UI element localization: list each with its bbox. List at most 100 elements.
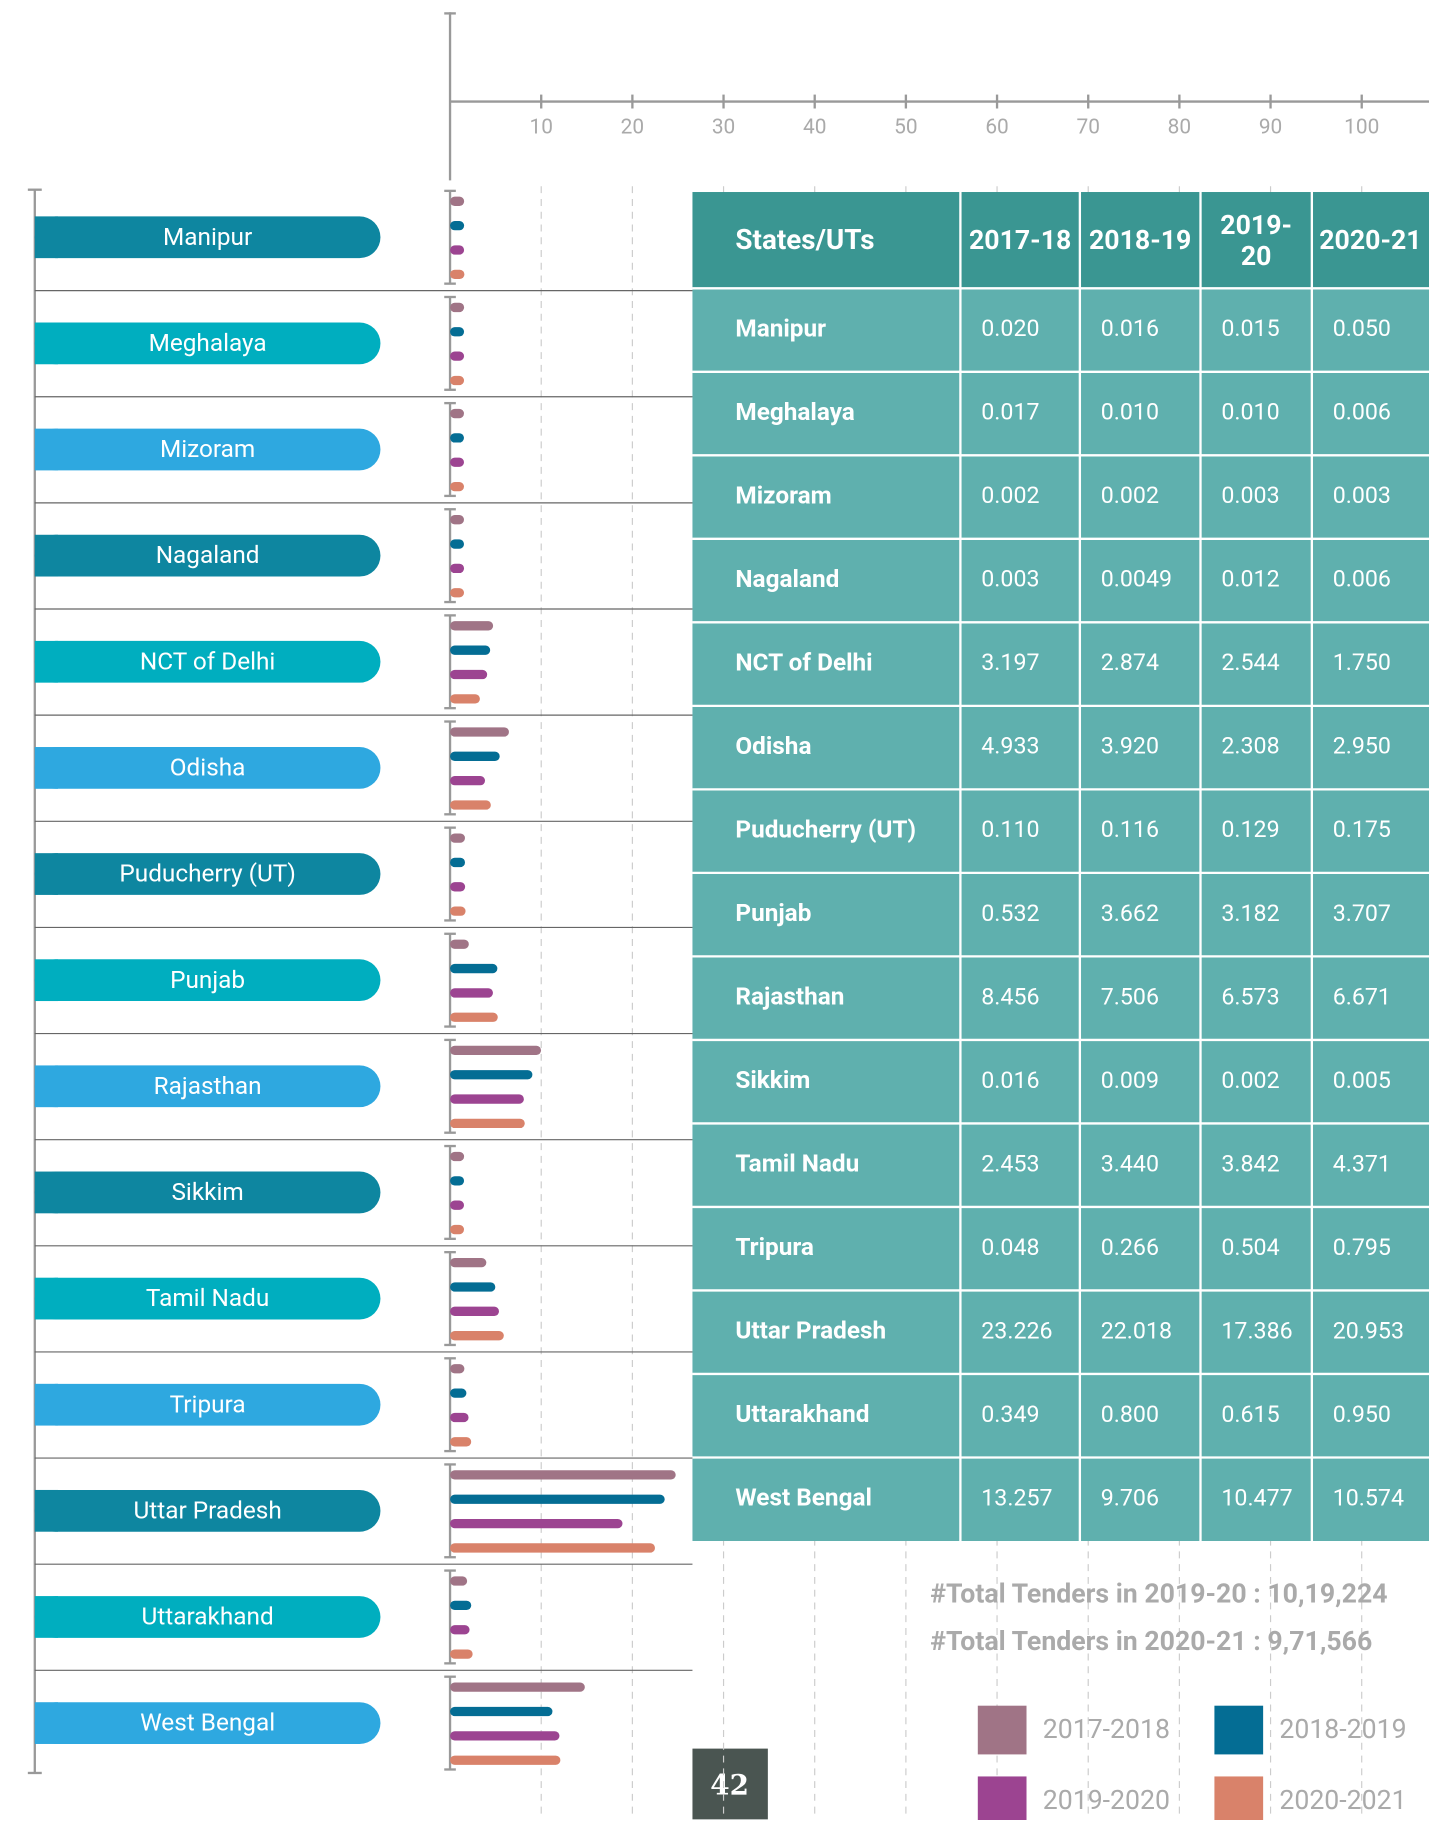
category-pill: [34, 853, 381, 895]
page-number: 42: [710, 1768, 749, 1801]
table-cell: 9.706: [1101, 1483, 1159, 1511]
category-pill-square: [34, 322, 58, 365]
category-label: Punjab: [170, 965, 245, 994]
table-cell: 0.266: [1101, 1233, 1159, 1261]
table-header-cell: 2017-18: [968, 224, 1072, 256]
category-pill: [34, 428, 381, 471]
table-cell: 4.371: [1333, 1149, 1391, 1177]
table-cell: 3.662: [1101, 899, 1159, 927]
legend-swatch: [1214, 1705, 1264, 1755]
table-cell: 0.006: [1333, 565, 1391, 593]
table-row-label: Mizoram: [735, 481, 831, 510]
table-cell: 3.182: [1221, 899, 1279, 927]
category-label: Sikkim: [171, 1177, 243, 1206]
category-pill-square: [34, 1702, 58, 1744]
table-cell: 13.257: [981, 1483, 1052, 1511]
table-cell: 0.002: [981, 481, 1039, 509]
table-row-label: Meghalaya: [735, 397, 854, 426]
x-tick-label: 10: [529, 116, 552, 140]
table-cell: 0.048: [981, 1233, 1039, 1261]
table-row-label: Rajasthan: [735, 982, 844, 1011]
table-cell: 0.002: [1101, 481, 1159, 509]
table-cell: 0.017: [981, 398, 1039, 426]
table-cell: 3.842: [1221, 1149, 1279, 1177]
table-body-bg: [692, 288, 1429, 1541]
table-cell: 0.005: [1333, 1066, 1391, 1094]
table-row-label: Tamil Nadu: [735, 1149, 859, 1178]
table-cell: 0.504: [1221, 1233, 1279, 1261]
page-number-box: [692, 1748, 768, 1820]
table-cell: 0.003: [981, 565, 1039, 593]
legend-label: 2017-2018: [1043, 1713, 1170, 1745]
legend-swatch: [977, 1705, 1027, 1755]
table-cell: 0.003: [1333, 481, 1391, 509]
category-label: Mizoram: [160, 434, 255, 463]
table-cell: 0.349: [981, 1400, 1039, 1428]
note: #Total Tenders in 2020-21 : 9,71,566: [930, 1625, 1372, 1657]
table-row-label: Nagaland: [735, 564, 839, 593]
category-pill: [34, 1383, 381, 1426]
category-pill: [34, 534, 381, 577]
table-cell: 0.003: [1221, 481, 1279, 509]
category-pill-square: [34, 1065, 58, 1108]
x-tick-label: 60: [985, 116, 1008, 140]
x-tick-label: 90: [1259, 116, 1282, 140]
category-label: Tripura: [170, 1389, 246, 1418]
table-header-bg: [692, 192, 1429, 289]
category-label: Meghalaya: [149, 328, 267, 357]
table-cell: 0.175: [1333, 815, 1391, 843]
table-row-label: Manipur: [735, 313, 826, 342]
category-pill-square: [34, 747, 58, 789]
category-pill-square: [34, 1277, 58, 1320]
table-row-label: NCT of Delhi: [735, 648, 872, 677]
table-cell: 17.386: [1221, 1316, 1292, 1344]
table-header-cell: States/UTs: [735, 224, 874, 255]
table-cell: 6.671: [1333, 982, 1391, 1010]
legend-swatch: [977, 1776, 1027, 1824]
table-cell: 0.009: [1101, 1066, 1159, 1094]
category-label: Uttarakhand: [142, 1602, 274, 1631]
x-tick-label: 50: [894, 116, 917, 140]
category-pill: [34, 640, 381, 683]
table-cell: 20.953: [1333, 1316, 1404, 1344]
table-cell: 2.544: [1221, 648, 1279, 676]
header-text: 2017-18: [968, 224, 1072, 256]
table-cell: 0.016: [1101, 314, 1159, 342]
x-tick-label: 70: [1076, 116, 1099, 140]
table-row-label: Uttar Pradesh: [735, 1316, 886, 1345]
table-row-label: Uttarakhand: [735, 1399, 869, 1428]
table-cell: 0.110: [981, 815, 1039, 843]
category-pill-square: [34, 1489, 58, 1532]
category-pill: [34, 747, 381, 789]
table-cell: 3.707: [1333, 899, 1391, 927]
table-cell: 10.477: [1221, 1483, 1292, 1511]
legend-label: 2020-2021: [1279, 1784, 1406, 1816]
table-cell: 2.308: [1221, 732, 1279, 760]
table-cell: 0.0049: [1101, 565, 1172, 593]
category-pill: [34, 959, 381, 1002]
category-pill-square: [34, 853, 58, 895]
table-cell: 0.532: [981, 899, 1039, 927]
table-cell: 0.050: [1333, 314, 1391, 342]
category-label: Rajasthan: [154, 1071, 262, 1100]
category-pill-square: [34, 534, 58, 577]
table-cell: 0.795: [1333, 1233, 1391, 1261]
category-pill-square: [34, 428, 58, 471]
table-cell: 8.456: [981, 982, 1039, 1010]
table-cell: 23.226: [981, 1316, 1052, 1344]
table-cell: 0.950: [1333, 1400, 1391, 1428]
legend-swatch: [1214, 1776, 1264, 1824]
table-cell: 4.933: [981, 732, 1039, 760]
x-tick-label: 80: [1168, 116, 1191, 140]
table-cell: 0.012: [1221, 565, 1279, 593]
table-cell: 0.010: [1221, 398, 1279, 426]
table-cell: 0.116: [1101, 815, 1159, 843]
category-pill-square: [34, 959, 58, 1002]
category-pill-square: [34, 216, 58, 259]
category-pill: [34, 216, 381, 259]
header-text: 2019-20: [1220, 208, 1293, 272]
table-cell: 22.018: [1101, 1316, 1172, 1344]
legend-label: 2018-2019: [1279, 1713, 1406, 1745]
table-row-label: Sikkim: [735, 1065, 810, 1094]
table-cell: 7.506: [1101, 982, 1159, 1010]
